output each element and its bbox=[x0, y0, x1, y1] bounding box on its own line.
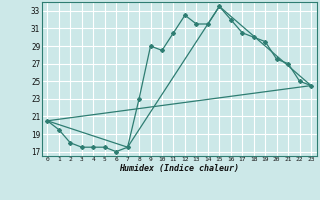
X-axis label: Humidex (Indice chaleur): Humidex (Indice chaleur) bbox=[119, 164, 239, 173]
